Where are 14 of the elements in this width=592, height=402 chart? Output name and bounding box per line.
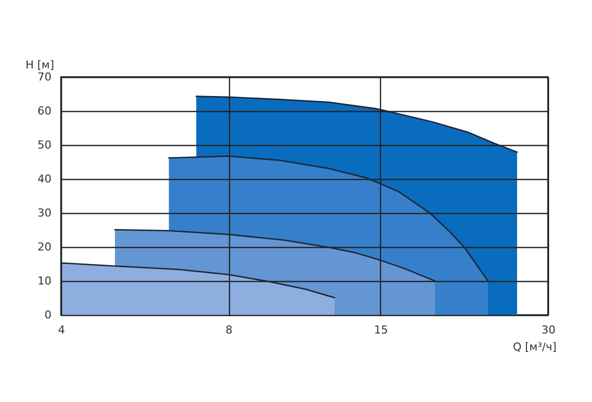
y-tick-label: 70 [38, 70, 52, 84]
y-tick-label: 10 [38, 274, 52, 288]
y-tick-label: 50 [38, 138, 52, 152]
x-tick-label: 8 [226, 324, 233, 336]
x-tick-label: 15 [374, 324, 388, 336]
x-tick-label: 30 [542, 324, 556, 336]
y-tick-label: 30 [38, 206, 52, 220]
x-axis-title: Q [м³/ч] [512, 340, 556, 354]
y-axis-title: H [м] [26, 58, 54, 72]
x-tick-label: 4 [58, 324, 65, 336]
y-tick-label: 40 [38, 172, 52, 186]
y-tick-label: 60 [38, 104, 52, 118]
y-tick-label: 0 [44, 308, 52, 322]
y-tick-label: 20 [38, 240, 52, 254]
